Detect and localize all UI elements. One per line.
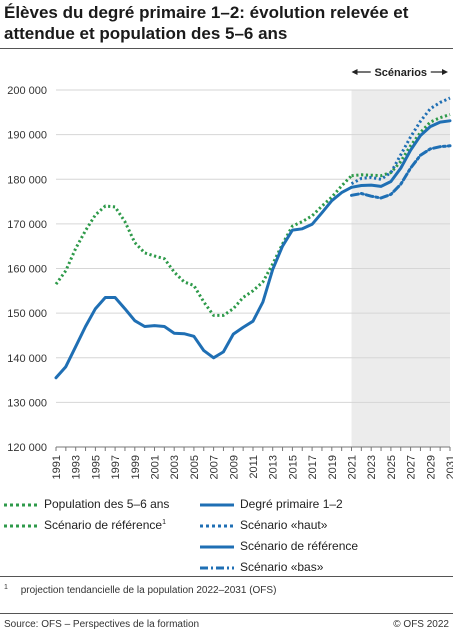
x-tick-label: 1999 [130, 455, 142, 479]
legend-label: Degré primaire 1–2 [240, 497, 343, 511]
x-tick-label: 2009 [228, 455, 240, 479]
x-tick-label: 2011 [248, 455, 260, 479]
legend-swatch [4, 524, 38, 528]
title-rule [0, 48, 453, 49]
legend-label: Population des 5–6 ans [44, 497, 169, 511]
x-tick-label: 2003 [169, 455, 181, 479]
legend-label-text: Scénario «bas» [240, 560, 324, 574]
legend-label: Scénario de référence [240, 539, 358, 553]
y-tick-label: 160 000 [7, 264, 47, 276]
legend-swatch [4, 503, 38, 507]
x-tick-label: 1997 [110, 455, 122, 479]
legend-swatch [200, 524, 234, 528]
y-tick-label: 190 000 [7, 130, 47, 142]
footnote-mark: 1 [4, 584, 8, 591]
y-tick-label: 140 000 [7, 353, 47, 365]
footnote: 1 projection tendancielle de la populati… [4, 584, 276, 596]
legend-label: Scénario «bas» [240, 560, 323, 574]
chart-legend: Population des 5–6 ans Degré primaire 1–2… [0, 495, 453, 575]
x-tick-label: 1993 [71, 455, 83, 479]
scenario-arrowhead-left [351, 69, 358, 75]
legend-label-text: Population des 5–6 ans [44, 497, 170, 511]
x-tick-label: 2013 [268, 455, 280, 479]
legend-footnote-mark: 1 [162, 519, 166, 526]
x-tick-label: 2017 [307, 455, 319, 479]
x-tick-label: 2015 [287, 455, 299, 479]
x-tick-label: 2027 [406, 455, 418, 479]
x-tick-label: 2023 [366, 455, 378, 479]
y-tick-label: 150 000 [7, 308, 47, 320]
legend-label-text: Degré primaire 1–2 [240, 497, 343, 511]
x-tick-label: 1991 [51, 455, 63, 479]
y-tick-label: 120 000 [7, 442, 47, 454]
footer-rule [0, 613, 453, 614]
y-tick-label: 180 000 [7, 174, 47, 186]
y-tick-label: 130 000 [7, 397, 47, 409]
y-tick-label: 170 000 [7, 219, 47, 231]
x-tick-label: 2001 [150, 455, 162, 479]
scenario-arrowhead-right [442, 69, 448, 75]
x-tick-label: 2007 [209, 455, 221, 479]
legend-label-text: Scénario de référence [44, 518, 163, 532]
legend-label: Scénario «haut» [240, 518, 327, 532]
x-tick-label: 2031 [445, 455, 453, 479]
y-tick-label: 200 000 [7, 85, 47, 97]
footnote-text: projection tendancielle de la population… [20, 585, 277, 597]
series-line-1 [54, 185, 353, 380]
x-tick-label: 2021 [347, 455, 359, 479]
x-tick-label: 2019 [327, 455, 339, 479]
line-chart: Scénarios 120 000 130 000 140 000 150 000 160… [7, 67, 453, 479]
legend-swatch [200, 503, 234, 507]
legend-swatch [200, 566, 234, 570]
x-tick-label: 2029 [425, 455, 437, 479]
x-tick-label: 1995 [90, 455, 102, 479]
source-note: Source: OFS – Perspectives de la formati… [4, 619, 200, 630]
x-tick-label: 2005 [189, 455, 201, 479]
x-tick-label: 2025 [386, 455, 398, 479]
chart-title: Élèves du degré primaire 1–2: évolution … [4, 3, 409, 43]
legend-swatch [200, 545, 234, 549]
legend-label: Scénario de référence1 [44, 518, 166, 532]
series-line-5 [350, 144, 452, 200]
series-line-3 [350, 96, 451, 186]
legend-label-text: Scénario de référence [240, 539, 359, 553]
series-line-0 [54, 174, 353, 317]
scenario-band-label: Scénarios [374, 67, 427, 79]
legend-label-text: Scénario «haut» [240, 518, 328, 532]
copyright: © OFS 2022 [393, 619, 449, 630]
series-line-4 [350, 119, 452, 189]
series-line-2 [351, 113, 451, 178]
legend-rule [0, 576, 453, 577]
